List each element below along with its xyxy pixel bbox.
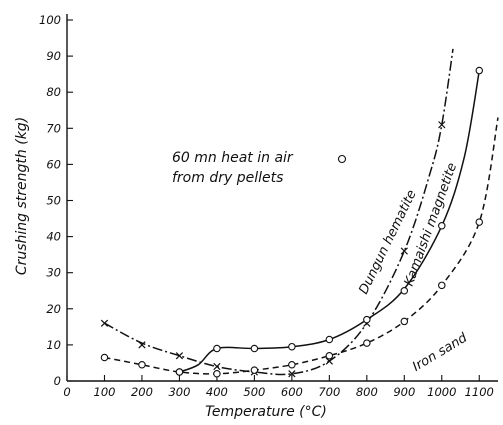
data-point-kamaishi-magnetite xyxy=(325,335,334,344)
data-point-dungun-hematite xyxy=(400,247,408,255)
data-point-kamaishi-magnetite xyxy=(213,344,221,353)
annotation-circle-marker xyxy=(337,154,347,164)
y-tick-label: 0 xyxy=(54,374,61,388)
data-point-dungun-hematite xyxy=(100,319,109,327)
y-tick-label: 80 xyxy=(46,85,61,99)
data-point-kamaishi-magnetite xyxy=(288,342,296,351)
series-markers xyxy=(100,66,484,378)
x-tick-label: 900 xyxy=(393,385,415,399)
annotation-line-1: 60 mn heat in air xyxy=(172,150,294,166)
x-tick-label: 600 xyxy=(281,385,303,399)
y-tick-label: 70 xyxy=(46,121,61,135)
y-tick-label: 40 xyxy=(46,230,61,244)
x-tick-label: 1100 xyxy=(465,385,494,399)
data-point-iron-sand xyxy=(100,353,109,362)
data-point-dungun-hematite xyxy=(138,341,146,349)
data-point-dungun-hematite xyxy=(288,370,296,378)
x-axis-label: Temperature (°C) xyxy=(205,404,327,420)
x-tick-label: 500 xyxy=(243,385,265,399)
data-point-kamaishi-magnetite xyxy=(438,222,446,230)
x-tick-label: 800 xyxy=(356,385,378,399)
data-point-dungun-hematite xyxy=(213,362,221,371)
y-tick-label: 20 xyxy=(46,302,61,316)
data-point-kamaishi-magnetite xyxy=(363,315,371,324)
x-tick-label: 400 xyxy=(206,385,228,399)
x-tick-label: 1000 xyxy=(427,385,456,399)
data-point-kamaishi-magnetite xyxy=(400,286,409,295)
data-point-dungun-hematite xyxy=(438,121,446,129)
data-point-iron-sand xyxy=(363,339,371,347)
data-point-iron-sand xyxy=(138,361,146,369)
y-tick-label: 90 xyxy=(46,49,61,63)
x-tick-label: 200 xyxy=(131,385,153,399)
y-tick-label: 60 xyxy=(46,157,61,171)
data-point-kamaishi-magnetite xyxy=(250,344,259,353)
x-tick-label: 100 xyxy=(94,385,116,399)
x-tick-label: 0 xyxy=(63,385,70,399)
series-label-kamaishi-magnetite: Kamaishi magnetite xyxy=(402,161,461,288)
series-line-iron-sand xyxy=(104,117,499,375)
y-axis-label: Crushing strength (kg) xyxy=(14,117,30,275)
data-point-iron-sand xyxy=(250,366,259,374)
y-tick-label: 30 xyxy=(46,266,61,280)
y-tick-label: 50 xyxy=(46,194,61,208)
data-point-iron-sand xyxy=(288,361,296,369)
data-point-iron-sand xyxy=(325,351,334,360)
data-point-iron-sand xyxy=(475,218,484,226)
data-point-iron-sand xyxy=(213,370,221,378)
annotation-line-2: from dry pellets xyxy=(172,170,283,186)
y-tick-label: 100 xyxy=(39,13,61,27)
data-point-iron-sand xyxy=(438,281,446,290)
series-label-iron-sand: Iron sand xyxy=(410,330,470,375)
data-point-dungun-hematite xyxy=(325,357,333,365)
x-tick-label: 300 xyxy=(168,385,190,399)
x-tick-label: 700 xyxy=(318,385,340,399)
data-point-dungun-hematite xyxy=(175,352,184,360)
y-tick-label: 10 xyxy=(46,338,61,352)
data-point-iron-sand xyxy=(175,368,184,376)
series-line-kamaishi-magnetite xyxy=(179,70,481,373)
data-point-kamaishi-magnetite xyxy=(475,66,484,75)
data-point-iron-sand xyxy=(400,317,409,326)
